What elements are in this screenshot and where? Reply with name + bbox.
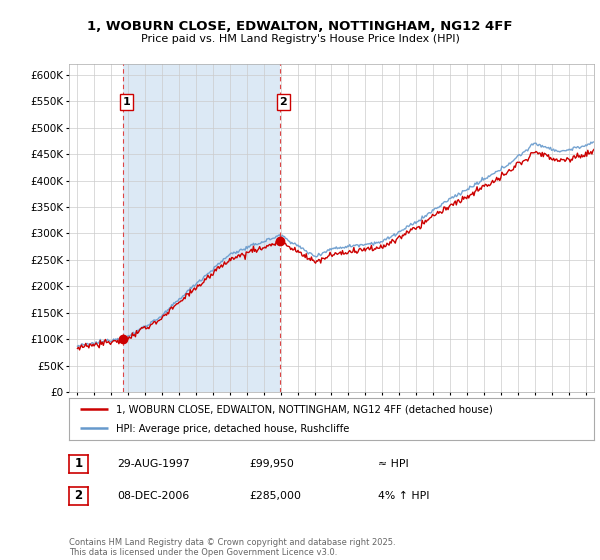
- Text: £285,000: £285,000: [249, 491, 301, 501]
- Text: 2: 2: [74, 489, 83, 502]
- Text: Contains HM Land Registry data © Crown copyright and database right 2025.
This d: Contains HM Land Registry data © Crown c…: [69, 538, 395, 557]
- Text: 1, WOBURN CLOSE, EDWALTON, NOTTINGHAM, NG12 4FF: 1, WOBURN CLOSE, EDWALTON, NOTTINGHAM, N…: [87, 20, 513, 33]
- Text: £99,950: £99,950: [249, 459, 294, 469]
- Bar: [122, 64, 280, 392]
- Text: Price paid vs. HM Land Registry's House Price Index (HPI): Price paid vs. HM Land Registry's House …: [140, 34, 460, 44]
- Text: ≈ HPI: ≈ HPI: [378, 459, 409, 469]
- Text: 1: 1: [122, 97, 130, 107]
- Text: 1: 1: [74, 457, 83, 470]
- Text: 29-AUG-1997: 29-AUG-1997: [117, 459, 190, 469]
- Text: 1, WOBURN CLOSE, EDWALTON, NOTTINGHAM, NG12 4FF (detached house): 1, WOBURN CLOSE, EDWALTON, NOTTINGHAM, N…: [116, 404, 493, 414]
- Text: 08-DEC-2006: 08-DEC-2006: [117, 491, 189, 501]
- Text: 2: 2: [280, 97, 287, 107]
- Text: HPI: Average price, detached house, Rushcliffe: HPI: Average price, detached house, Rush…: [116, 424, 350, 433]
- Text: 4% ↑ HPI: 4% ↑ HPI: [378, 491, 430, 501]
